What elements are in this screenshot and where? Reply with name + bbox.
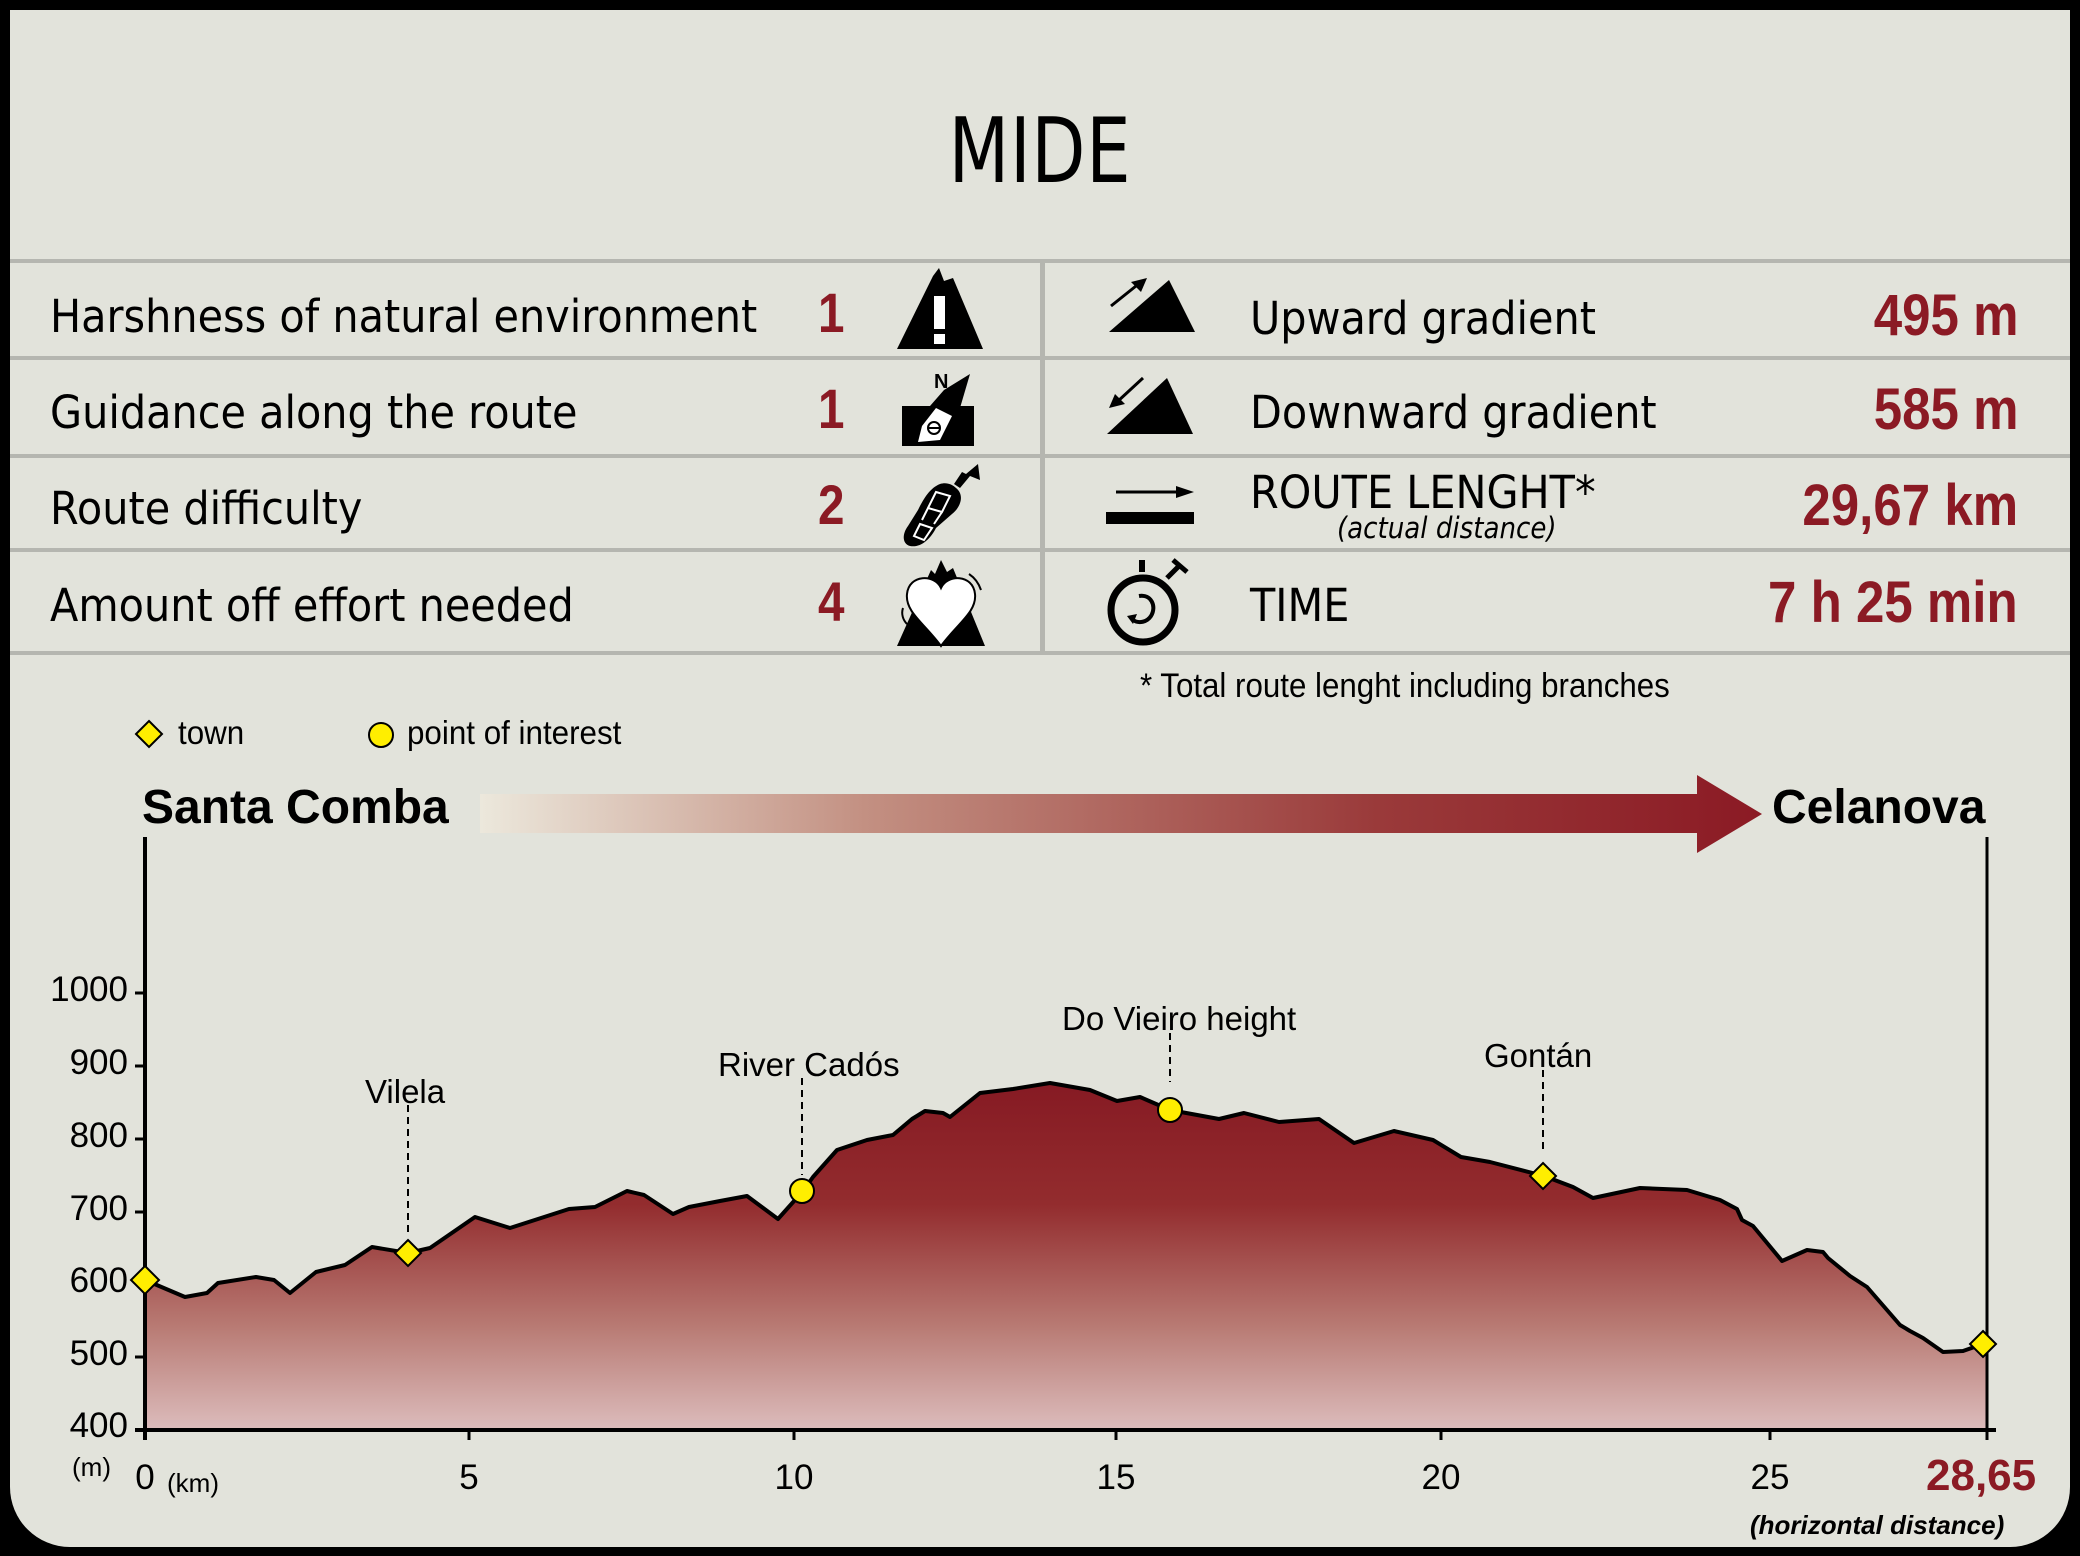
mide-label: Route difficulty	[50, 482, 363, 535]
x-ticks	[467, 1430, 1772, 1440]
poi-marker-do-vieiro	[1157, 1097, 1183, 1123]
x-tick-label: 10	[774, 1458, 814, 1497]
direction-arrow-icon	[480, 775, 1762, 853]
svg-text:N: N	[934, 371, 948, 393]
stat-sublabel: (actual distance)	[1337, 511, 1557, 545]
x-tick-label: 0	[135, 1458, 155, 1497]
stat-value: 495 m	[1873, 283, 2018, 348]
y-tick-label: 800	[69, 1116, 128, 1155]
y-tick-label: 500	[69, 1334, 128, 1373]
guidance-compass-icon: N	[902, 371, 974, 446]
mide-score: 2	[818, 473, 845, 536]
mide-label: Amount off effort needed	[50, 579, 574, 632]
stat-label: TIME	[1250, 579, 1350, 632]
stat-value: 7 h 25 min	[1768, 570, 2018, 635]
y-tick-label: 400	[69, 1406, 128, 1445]
x-tick-label: 15	[1096, 1458, 1136, 1497]
footnote: * Total route lenght including branches	[1140, 667, 1670, 705]
town-marker-gontan	[1528, 1161, 1558, 1191]
town-marker-celanova	[1968, 1329, 1998, 1359]
mide-panel: MIDE Harshness of natural environment 1 …	[10, 10, 2070, 1547]
stat-label: Downward gradient	[1250, 386, 1657, 439]
legend-town-label: town	[178, 714, 245, 751]
poi-circle-icon	[368, 722, 394, 748]
boot-sole-icon	[903, 464, 980, 547]
leader-lines	[407, 1033, 1544, 1232]
y-tick-label: 600	[69, 1261, 128, 1300]
stat-value: 585 m	[1873, 377, 2018, 442]
stat-value: 29,67 km	[1802, 473, 2018, 538]
stat-label: Upward gradient	[1250, 292, 1596, 345]
downward-gradient-icon	[1107, 376, 1193, 434]
town-diamond-icon	[134, 719, 164, 749]
harshness-icon	[897, 268, 983, 349]
y-tick-label: 700	[69, 1189, 128, 1228]
town-marker-vilela	[393, 1238, 423, 1268]
annotation-label: Vilela	[365, 1073, 446, 1110]
route-end: Celanova	[1772, 781, 1986, 834]
annotation-label: River Cadós	[718, 1046, 900, 1083]
y-tick-label: 1000	[50, 970, 128, 1009]
elevation-line	[144, 1081, 1984, 1354]
route-start: Santa Comba	[142, 781, 449, 834]
horizontal-distance-caption: (horizontal distance)	[1750, 1510, 2005, 1540]
end-distance-value: 28,65	[1926, 1451, 2037, 1500]
x-unit-label: (km)	[167, 1468, 219, 1498]
page-title: MIDE	[948, 99, 1132, 204]
upward-gradient-icon	[1109, 278, 1195, 332]
annotation-label: Gontán	[1484, 1037, 1593, 1074]
x-tick-label: 5	[459, 1458, 479, 1497]
mide-score: 1	[818, 281, 845, 344]
stopwatch-icon	[1107, 558, 1189, 646]
stat-label: ROUTE LENGHT*	[1250, 466, 1596, 519]
poi-marker-river-cados	[789, 1178, 815, 1204]
x-tick-label: 20	[1421, 1458, 1461, 1497]
elevation-area	[145, 1083, 1987, 1430]
mide-score: 1	[818, 377, 845, 440]
x-tick-label: 25	[1750, 1458, 1790, 1497]
town-marker-santa-comba	[129, 1264, 161, 1296]
legend-poi-label: point of interest	[407, 714, 622, 751]
mide-label: Harshness of natural environment	[50, 290, 758, 343]
y-tick-label: 900	[69, 1043, 128, 1082]
heart-mountain-icon	[897, 560, 985, 648]
route-length-icon	[1106, 486, 1194, 524]
y-unit-label: (m)	[72, 1452, 111, 1482]
mide-label: Guidance along the route	[50, 386, 578, 439]
mide-score: 4	[818, 570, 845, 633]
annotation-label: Do Vieiro height	[1062, 1000, 1297, 1037]
elevation-profile-chart	[129, 837, 1998, 1440]
table-column-divider	[1040, 259, 1045, 655]
